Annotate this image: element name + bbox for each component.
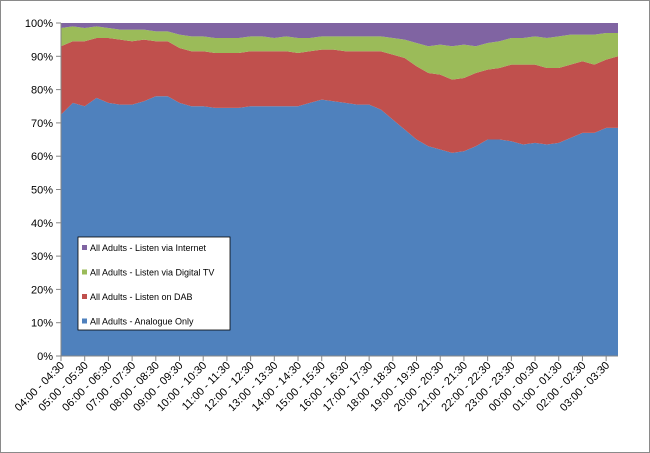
y-tick-label: 100%	[25, 18, 53, 30]
y-tick-label: 50%	[31, 185, 53, 197]
legend-label: All Adults - Listen via Internet	[90, 243, 207, 253]
area-all-adults-listen-via-internet	[61, 23, 618, 47]
y-tick-label: 80%	[31, 85, 53, 97]
legend-swatch	[82, 269, 87, 275]
y-tick-label: 10%	[31, 318, 53, 330]
legend-box	[77, 236, 231, 331]
y-tick-label: 90%	[31, 51, 53, 63]
y-tick-label: 20%	[31, 284, 53, 296]
legend-swatch	[82, 294, 87, 299]
legend: All Adults - Listen via Internet All Adul…	[77, 236, 231, 331]
legend-label: All Adults - Listen on DAB	[90, 292, 193, 302]
legend-label: All Adults - Analogue Only	[90, 317, 194, 327]
legend-swatch	[82, 245, 87, 250]
legend-label: All Adults - Listen via Digital TV	[90, 268, 214, 278]
y-tick-label: 60%	[31, 151, 53, 163]
y-tick-label: 0%	[37, 351, 53, 363]
area-all-adults-listen-on-dab	[61, 37, 618, 153]
y-tick-label: 70%	[31, 118, 53, 130]
y-tick-label: 30%	[31, 251, 53, 263]
legend-swatch	[82, 318, 87, 324]
y-tick-label: 40%	[31, 218, 53, 230]
area-all-adults-listen-via-digital-tv	[61, 26, 618, 80]
